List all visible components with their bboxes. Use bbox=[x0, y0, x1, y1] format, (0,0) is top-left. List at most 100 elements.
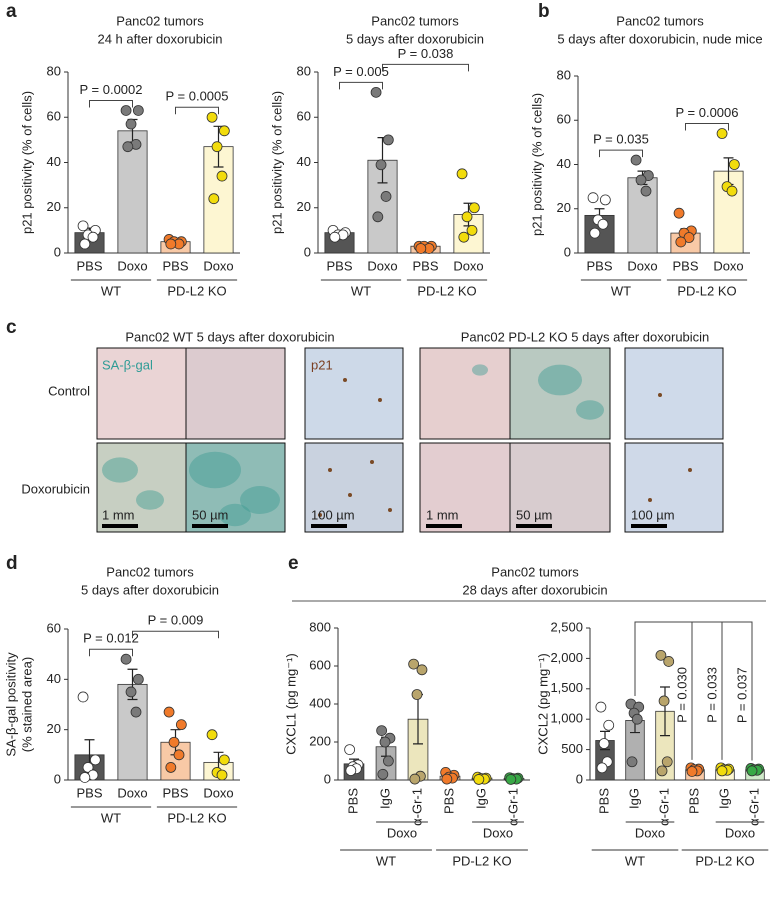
scale-bar bbox=[631, 524, 667, 528]
y-axis-label: (% stained area) bbox=[19, 657, 34, 752]
data-point bbox=[468, 202, 480, 214]
y-tick-label: 200 bbox=[309, 733, 331, 748]
chart-subtitle: 24 h after doxorubicin bbox=[97, 31, 222, 46]
y-tick-label: 20 bbox=[47, 199, 61, 214]
data-point bbox=[130, 706, 142, 718]
panel-title: Panc02 tumors bbox=[491, 564, 579, 579]
subgroup-label: Doxo bbox=[387, 825, 417, 840]
y-tick-label: 400 bbox=[309, 695, 331, 710]
micrograph bbox=[96, 442, 187, 533]
data-point bbox=[77, 220, 89, 232]
y-tick-label: 0 bbox=[54, 771, 61, 786]
p-value: P = 0.0005 bbox=[165, 89, 228, 104]
group-label: WT bbox=[101, 283, 121, 298]
data-point bbox=[132, 673, 144, 685]
data-point bbox=[505, 774, 517, 785]
data-point bbox=[473, 774, 485, 785]
chart-title: Panc02 tumors bbox=[616, 13, 704, 28]
data-point bbox=[597, 218, 609, 230]
x-tick-label: PBS bbox=[441, 788, 456, 814]
y-tick-label: 0 bbox=[304, 244, 311, 259]
micrograph bbox=[624, 442, 724, 533]
data-point bbox=[595, 701, 607, 713]
data-point bbox=[380, 191, 392, 202]
stain-patch bbox=[576, 400, 604, 420]
data-point bbox=[746, 765, 758, 777]
scale-bar bbox=[516, 524, 552, 528]
y-axis-label: CXCL2 (pg mg⁻¹) bbox=[535, 653, 550, 755]
nucleus bbox=[348, 493, 352, 497]
micrograph bbox=[509, 442, 611, 533]
data-point bbox=[587, 192, 599, 204]
bar bbox=[117, 130, 148, 254]
scale-bar-label: 50 µm bbox=[516, 507, 552, 522]
panel-letter: e bbox=[288, 553, 299, 574]
y-tick-label: 40 bbox=[557, 156, 571, 171]
data-point bbox=[122, 141, 134, 153]
data-point bbox=[716, 765, 728, 777]
micrograph bbox=[624, 347, 724, 440]
data-point bbox=[120, 105, 132, 116]
data-point bbox=[218, 125, 230, 137]
data-point bbox=[589, 227, 601, 239]
y-tick-label: 0 bbox=[564, 244, 571, 259]
chart-subtitle: 5 days after doxorubicin bbox=[346, 31, 484, 46]
data-point bbox=[132, 105, 144, 116]
group-label: WT bbox=[376, 853, 396, 868]
panel-letter: b bbox=[538, 1, 550, 22]
subgroup-label: Doxo bbox=[725, 825, 755, 840]
data-point bbox=[415, 243, 427, 254]
data-point bbox=[125, 686, 137, 698]
data-point bbox=[458, 231, 470, 243]
y-tick-label: 60 bbox=[47, 620, 61, 635]
scale-bar bbox=[311, 524, 347, 528]
scale-bar bbox=[192, 524, 228, 528]
y-tick-label: 60 bbox=[47, 109, 61, 124]
x-tick-label: Doxo bbox=[453, 258, 483, 273]
data-point bbox=[416, 664, 428, 676]
p-value: P = 0.0006 bbox=[675, 105, 738, 120]
nucleus bbox=[343, 378, 347, 382]
data-point bbox=[165, 238, 177, 250]
scale-bar bbox=[426, 524, 462, 528]
stain-patch bbox=[219, 503, 251, 527]
panel-subtitle: 28 days after doxorubicin bbox=[462, 582, 607, 597]
stain-patch bbox=[136, 490, 164, 510]
x-tick-label: IgG bbox=[716, 788, 731, 809]
group-label: PD-L2 KO bbox=[452, 853, 511, 868]
group-label: PD-L2 KO bbox=[677, 283, 736, 298]
data-point bbox=[344, 744, 356, 755]
scale-bar-label: 1 mm bbox=[102, 507, 135, 522]
stain-patch bbox=[472, 364, 488, 376]
stain-patch bbox=[189, 451, 241, 489]
data-point bbox=[377, 768, 389, 780]
y-axis-label: SA-β-gal positivity bbox=[3, 652, 18, 757]
y-axis-label: p21 positivity (% of cells) bbox=[529, 93, 544, 236]
x-tick-label: PBS bbox=[412, 258, 438, 273]
significance-bracket bbox=[89, 648, 133, 657]
scale-bar bbox=[102, 524, 138, 528]
row-label: Control bbox=[48, 383, 90, 398]
data-point bbox=[173, 749, 185, 761]
group-label: WT bbox=[351, 283, 371, 298]
subgroup-label: Doxo bbox=[483, 825, 513, 840]
data-point bbox=[206, 729, 218, 741]
x-tick-label: IgG bbox=[377, 788, 392, 809]
subgroup-label: Doxo bbox=[635, 825, 665, 840]
y-tick-label: 1,500 bbox=[550, 680, 583, 695]
data-point bbox=[728, 159, 740, 170]
y-tick-label: 80 bbox=[47, 63, 61, 78]
data-point bbox=[466, 224, 478, 236]
x-tick-label: PBS bbox=[162, 258, 188, 273]
micrograph bbox=[185, 442, 286, 533]
significance-bracket bbox=[339, 81, 383, 90]
x-tick-label: IgG bbox=[626, 788, 641, 809]
data-point bbox=[89, 754, 101, 766]
data-point bbox=[408, 658, 420, 670]
p-value: P = 0.012 bbox=[83, 631, 139, 646]
y-tick-label: 80 bbox=[297, 63, 311, 78]
significance-bracket bbox=[685, 123, 729, 131]
significance-bracket bbox=[599, 149, 643, 158]
p-value: P = 0.037 bbox=[734, 667, 749, 723]
y-tick-label: 40 bbox=[297, 154, 311, 169]
